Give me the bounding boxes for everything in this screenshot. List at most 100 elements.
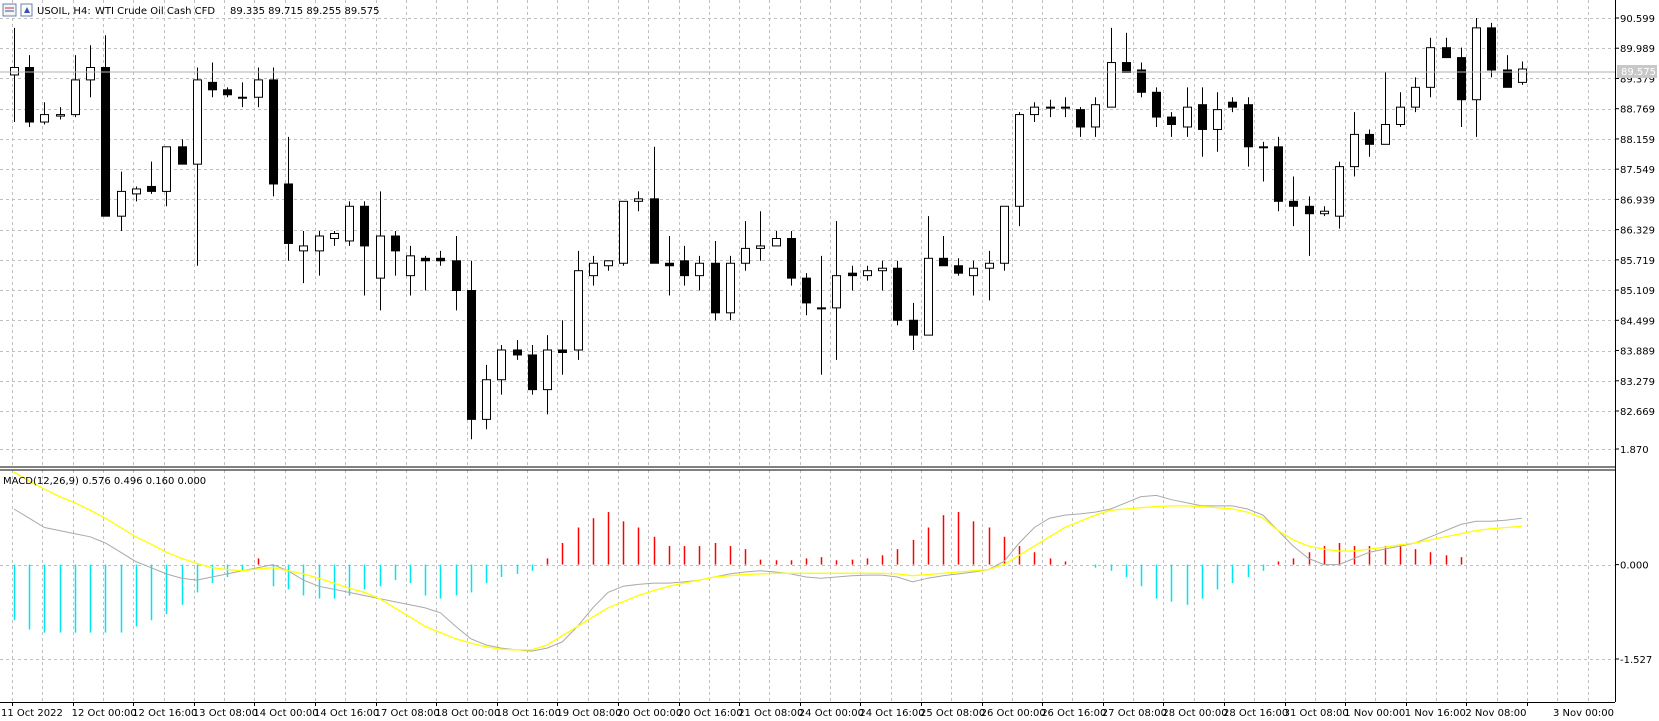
candle	[1518, 61, 1527, 85]
candle-body	[1503, 69, 1512, 88]
candle	[711, 240, 720, 321]
candle	[482, 364, 491, 430]
candle	[695, 255, 704, 291]
macd-tick-label: -1.527	[1620, 655, 1652, 666]
candle-body	[695, 262, 704, 277]
candle-body	[1167, 116, 1176, 126]
candle-body	[1259, 146, 1268, 149]
candle-body	[25, 67, 34, 123]
candle-body	[650, 198, 659, 264]
candle-body	[1122, 62, 1131, 73]
time-tick-label: 19 Oct 08:00	[556, 708, 621, 719]
candle-body	[939, 257, 948, 267]
candle-body	[345, 205, 354, 242]
candle-body	[969, 267, 978, 277]
candle-body	[680, 260, 689, 277]
time-tick-label: 27 Oct 08:00	[1102, 708, 1167, 719]
candle	[1274, 136, 1283, 212]
signal-line	[13, 471, 1522, 651]
candle-body	[40, 114, 49, 123]
chart-window-icon[interactable]	[2, 3, 17, 17]
candle-body	[543, 349, 552, 391]
candle-body	[1183, 106, 1192, 128]
candle-body	[1487, 27, 1496, 71]
candle	[1487, 22, 1496, 78]
candle-body	[954, 265, 963, 274]
candle-body	[1365, 133, 1374, 145]
candle	[832, 221, 841, 360]
candle	[802, 273, 811, 316]
candle-body	[1442, 47, 1451, 59]
candle-body	[1274, 146, 1283, 202]
candle	[208, 62, 217, 98]
candle-body	[101, 67, 110, 217]
candle-body	[1305, 205, 1314, 215]
candle-body	[254, 79, 263, 98]
candle	[1365, 129, 1374, 157]
time-tick-label: 13 Oct 08:00	[193, 708, 258, 719]
candles	[10, 17, 1527, 440]
candle-body	[893, 267, 902, 321]
candle	[1244, 97, 1253, 167]
candle-body	[878, 267, 887, 272]
candle	[1167, 112, 1176, 137]
candle	[71, 55, 80, 118]
price-tick-label: 85.719	[1620, 256, 1655, 267]
candle-body	[1213, 109, 1222, 130]
time-tick-label: 3 Nov 00:00	[1553, 708, 1614, 719]
candle-body	[497, 349, 506, 381]
candle-body	[1350, 133, 1359, 168]
candle	[1107, 27, 1116, 108]
candle	[1228, 97, 1237, 113]
candle	[1472, 17, 1481, 137]
candle	[589, 255, 598, 286]
candle	[939, 236, 948, 267]
candle	[1152, 87, 1161, 127]
time-tick-label: 1 Nov 00:00	[1344, 708, 1405, 719]
candle	[1411, 77, 1420, 113]
candle-body	[772, 237, 781, 247]
candle-body	[726, 262, 735, 314]
candle	[360, 201, 369, 296]
candle-body	[421, 257, 430, 262]
price-tick-label: 89.989	[1620, 44, 1655, 55]
candle	[284, 136, 293, 261]
symbol-description: WTI Crude Oil Cash CFD	[95, 6, 215, 17]
candle	[178, 139, 187, 165]
candle-body	[985, 262, 994, 269]
candle-body	[299, 245, 308, 252]
candle	[330, 231, 339, 246]
candle-body	[1396, 106, 1405, 126]
macd-label: MACD(12,26,9) 0.576 0.496 0.160 0.000	[3, 476, 206, 487]
candle-body	[1046, 106, 1055, 109]
candle	[193, 67, 202, 266]
candle-body	[147, 185, 156, 192]
candle	[619, 200, 628, 266]
candle	[376, 191, 385, 311]
time-tick-label: 24 Oct 00:00	[799, 708, 864, 719]
time-tick-label: 25 Oct 08:00	[920, 708, 985, 719]
time-tick-label: 17 Oct 08:00	[375, 708, 440, 719]
candle	[406, 245, 415, 296]
candle	[909, 302, 918, 350]
candle	[452, 236, 461, 311]
candle	[772, 231, 781, 247]
candle-body	[223, 89, 232, 96]
candle	[893, 260, 902, 326]
grid	[0, 0, 1615, 702]
candle	[223, 87, 232, 98]
candle	[558, 320, 567, 375]
candle	[650, 146, 659, 264]
price-tick-label: 87.549	[1620, 165, 1655, 176]
candle-body	[1411, 86, 1420, 108]
candle-body	[832, 275, 841, 309]
candle-body	[909, 319, 918, 336]
candle-body	[1518, 68, 1527, 83]
time-tick-label: 12 Oct 00:00	[72, 708, 137, 719]
time-tick-label: 14 Oct 00:00	[253, 708, 318, 719]
candle-body	[817, 307, 826, 310]
price-tick-label: 90.599	[1620, 14, 1655, 25]
time-tick-label: 28 Oct 16:00	[1223, 708, 1288, 719]
candle-body	[315, 235, 324, 252]
